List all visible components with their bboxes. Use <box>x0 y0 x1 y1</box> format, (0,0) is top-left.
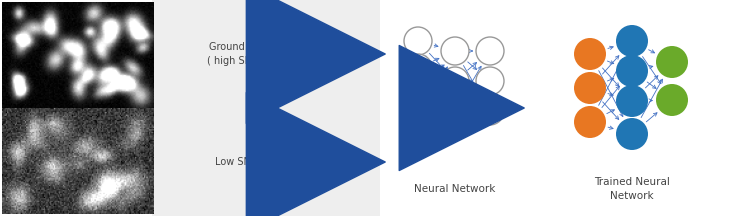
Text: Neural Network: Neural Network <box>414 184 496 194</box>
Circle shape <box>404 84 432 112</box>
Text: Trained Neural
Network: Trained Neural Network <box>594 177 670 201</box>
Text: Low SNR image: Low SNR image <box>214 157 291 167</box>
Circle shape <box>616 85 648 117</box>
Circle shape <box>476 67 504 95</box>
FancyBboxPatch shape <box>152 108 380 216</box>
Circle shape <box>441 67 469 95</box>
Circle shape <box>476 37 504 65</box>
Circle shape <box>574 72 606 104</box>
Circle shape <box>574 38 606 70</box>
Circle shape <box>656 46 688 78</box>
Circle shape <box>441 97 469 125</box>
FancyBboxPatch shape <box>152 0 380 108</box>
Circle shape <box>616 118 648 150</box>
Circle shape <box>574 106 606 138</box>
Circle shape <box>656 84 688 116</box>
Text: Ground truth data
( high SNR image ): Ground truth data ( high SNR image ) <box>207 42 299 66</box>
Circle shape <box>616 55 648 87</box>
Circle shape <box>476 97 504 125</box>
Circle shape <box>404 114 432 142</box>
Circle shape <box>616 25 648 57</box>
Circle shape <box>404 27 432 55</box>
Circle shape <box>441 37 469 65</box>
Circle shape <box>404 54 432 82</box>
